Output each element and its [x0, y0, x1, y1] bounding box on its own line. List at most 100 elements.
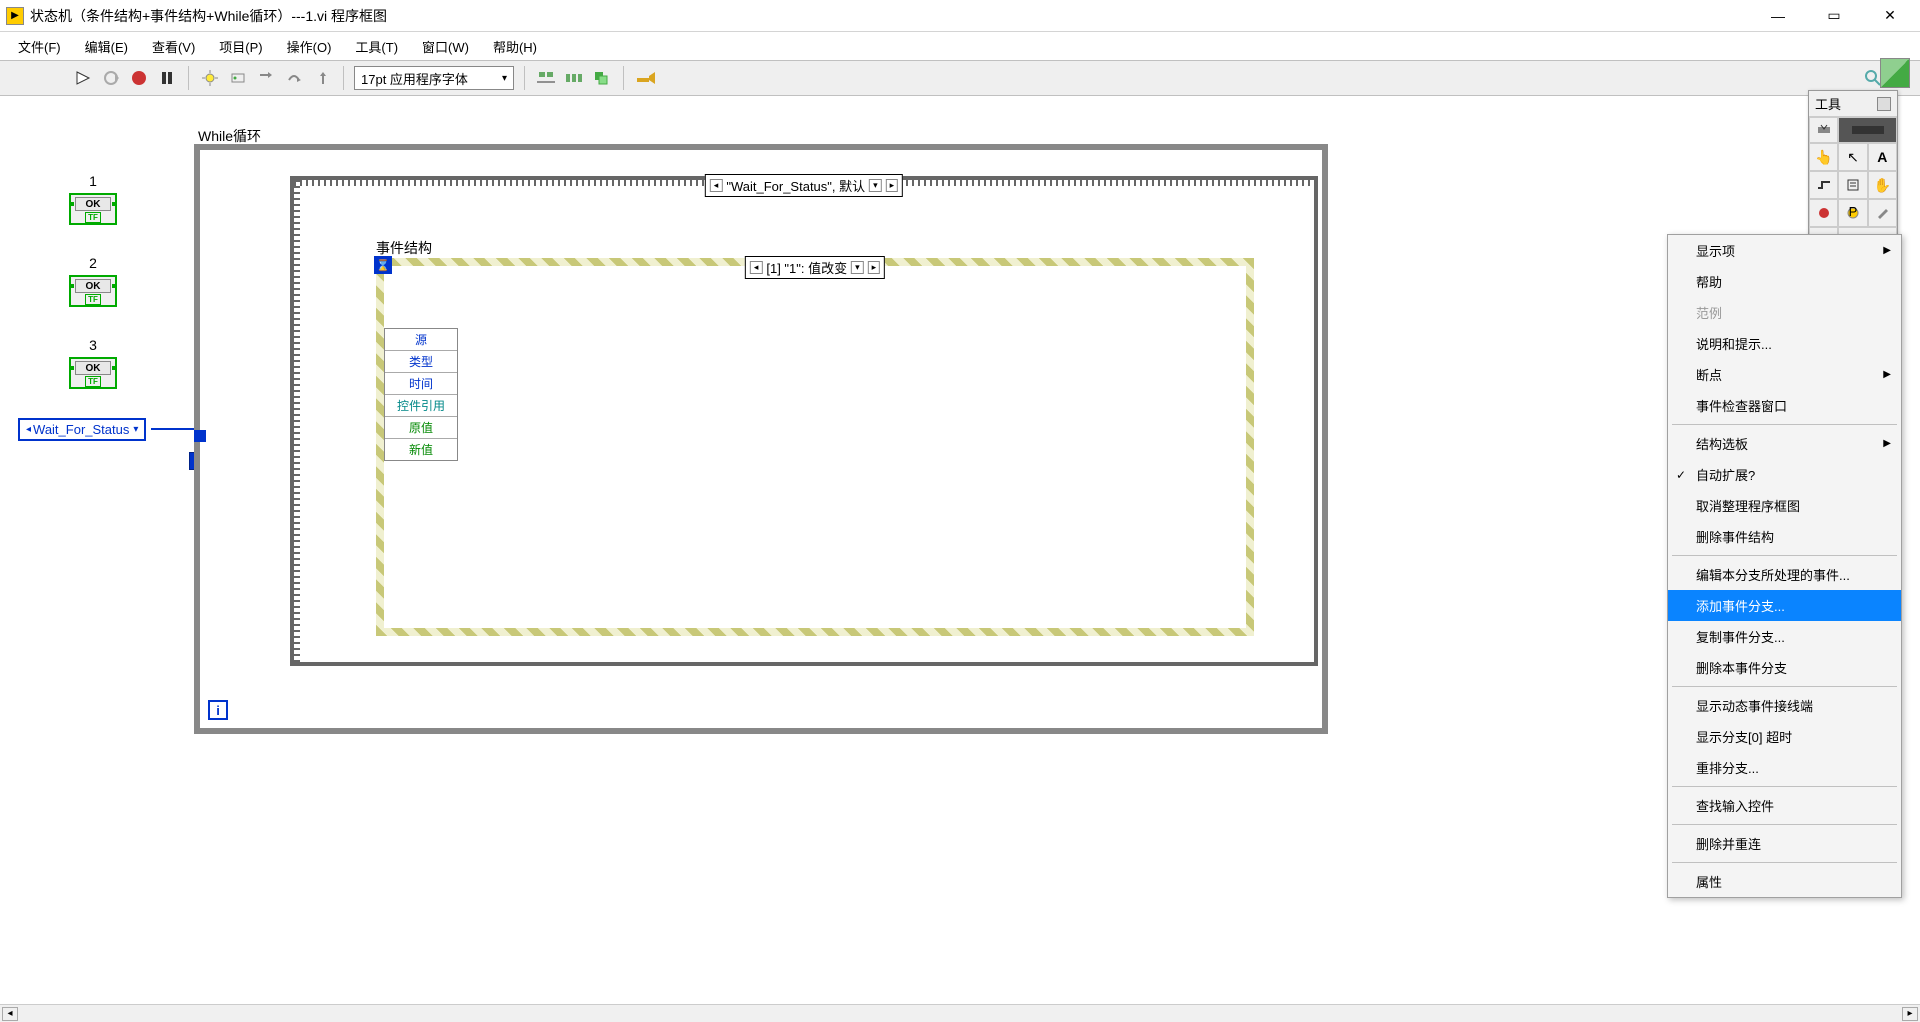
- event-data-row[interactable]: 时间: [385, 373, 457, 395]
- retain-wire-values-button[interactable]: [227, 67, 249, 89]
- scroll-right-arrow[interactable]: ▸: [1902, 1007, 1918, 1021]
- tf-indicator: TF: [85, 294, 101, 305]
- context-menu-item[interactable]: 编辑本分支所处理的事件...: [1668, 559, 1901, 590]
- block-diagram-canvas[interactable]: 1 OK TF 2 OK TF 3 OK TF Wait_For_Status …: [8, 98, 1912, 1002]
- titlebar: ▶ 状态机（条件结构+事件结构+While循环）---1.vi 程序框图 — ▭…: [0, 0, 1920, 32]
- context-menu[interactable]: 显示项▶帮助范例说明和提示...断点▶事件检查器窗口结构选板▶✓自动扩展?取消整…: [1667, 234, 1902, 898]
- context-menu-item[interactable]: 显示项▶: [1668, 235, 1901, 266]
- event-data-row[interactable]: 类型: [385, 351, 457, 373]
- probe-tool[interactable]: P: [1838, 199, 1867, 227]
- context-menu-item[interactable]: 显示动态事件接线端: [1668, 690, 1901, 721]
- menu-file[interactable]: 文件(F): [8, 33, 71, 60]
- event-data-row[interactable]: 新值: [385, 439, 457, 460]
- menu-operate[interactable]: 操作(O): [277, 33, 342, 60]
- context-menu-item[interactable]: 重排分支...: [1668, 752, 1901, 783]
- enum-constant-text: Wait_For_Status: [33, 422, 129, 437]
- scroll-left-arrow[interactable]: ◂: [2, 1007, 18, 1021]
- auto-tool-button[interactable]: [1809, 117, 1838, 143]
- menu-help[interactable]: 帮助(H): [483, 33, 547, 60]
- event-data-row[interactable]: 源: [385, 329, 457, 351]
- reorder-button[interactable]: [591, 67, 613, 89]
- context-menu-item[interactable]: 结构选板▶: [1668, 428, 1901, 459]
- distribute-button[interactable]: [563, 67, 585, 89]
- tools-palette[interactable]: 工具 👆 ↖ A ✋ P: [1808, 90, 1898, 256]
- menu-edit[interactable]: 编辑(E): [75, 33, 138, 60]
- context-menu-label: 结构选板: [1696, 434, 1748, 453]
- menu-window[interactable]: 窗口(W): [412, 33, 479, 60]
- iteration-terminal[interactable]: i: [208, 700, 228, 720]
- text-tool[interactable]: A: [1868, 143, 1897, 171]
- step-over-button[interactable]: [283, 67, 305, 89]
- context-menu-item[interactable]: 断点▶: [1668, 359, 1901, 390]
- event-data-row[interactable]: 原值: [385, 417, 457, 439]
- context-menu-item[interactable]: 帮助: [1668, 266, 1901, 297]
- context-menu-item[interactable]: ✓自动扩展?: [1668, 459, 1901, 490]
- run-button[interactable]: [72, 67, 94, 89]
- case-prev-arrow[interactable]: ◂: [710, 179, 723, 192]
- close-button[interactable]: ✕: [1874, 4, 1906, 28]
- context-menu-item[interactable]: 删除并重连: [1668, 828, 1901, 859]
- font-selector[interactable]: 17pt 应用程序字体: [354, 66, 514, 90]
- context-menu-label: 自动扩展?: [1696, 465, 1755, 484]
- position-tool[interactable]: ↖: [1838, 143, 1867, 171]
- context-menu-item[interactable]: 属性: [1668, 866, 1901, 897]
- menu-tools[interactable]: 工具(T): [345, 33, 408, 60]
- color-copy-tool[interactable]: [1868, 199, 1897, 227]
- context-menu-item[interactable]: 显示分支[0] 超时: [1668, 721, 1901, 752]
- event-timeout-terminal[interactable]: ⌛: [374, 256, 392, 274]
- event-next-arrow[interactable]: ▸: [868, 261, 881, 274]
- block-diagram-icon[interactable]: [1880, 58, 1910, 88]
- operate-tool[interactable]: 👆: [1809, 143, 1838, 171]
- cleanup-button[interactable]: [634, 67, 656, 89]
- case-selector[interactable]: ◂ "Wait_For_Status", 默认 ▾ ▸: [705, 174, 903, 197]
- align-button[interactable]: [535, 67, 557, 89]
- event-dropdown-arrow[interactable]: ▾: [851, 261, 864, 274]
- menu-project[interactable]: 项目(P): [209, 33, 272, 60]
- case-next-arrow[interactable]: ▸: [886, 179, 899, 192]
- context-menu-item[interactable]: 说明和提示...: [1668, 328, 1901, 359]
- context-menu-separator: [1672, 424, 1897, 425]
- breakpoint-tool[interactable]: [1809, 199, 1838, 227]
- context-menu-item[interactable]: 删除事件结构: [1668, 521, 1901, 552]
- horizontal-scrollbar[interactable]: ◂ ▸: [0, 1004, 1920, 1022]
- tunnel[interactable]: [194, 430, 206, 442]
- step-out-button[interactable]: [311, 67, 333, 89]
- enum-constant[interactable]: Wait_For_Status: [18, 418, 146, 441]
- control-number: 1: [63, 173, 123, 189]
- abort-button[interactable]: [128, 67, 150, 89]
- boolean-control[interactable]: 1 OK TF: [63, 173, 123, 225]
- event-selector[interactable]: ◂ [1] "1": 值改变 ▾ ▸: [745, 256, 885, 279]
- boolean-control[interactable]: 2 OK TF: [63, 255, 123, 307]
- while-loop[interactable]: i ◂ "Wait_For_Status", 默认 ▾ ▸ 事件结构 源类型时间…: [194, 144, 1328, 734]
- event-structure[interactable]: 源类型时间控件引用原值新值 ⌛ ◂ [1] "1": 值改变 ▾ ▸: [376, 258, 1254, 636]
- ok-button-label: OK: [75, 197, 111, 211]
- wire: [151, 428, 199, 430]
- ok-button-terminal[interactable]: OK TF: [69, 193, 117, 225]
- pin-icon[interactable]: [1877, 97, 1891, 111]
- step-into-button[interactable]: [255, 67, 277, 89]
- context-menu-item[interactable]: 查找输入控件: [1668, 790, 1901, 821]
- context-menu-item[interactable]: 复制事件分支...: [1668, 621, 1901, 652]
- highlight-execution-button[interactable]: [199, 67, 221, 89]
- run-continuous-button[interactable]: [100, 67, 122, 89]
- case-dropdown-arrow[interactable]: ▾: [869, 179, 882, 192]
- event-structure-border: 源类型时间控件引用原值新值: [376, 258, 1254, 636]
- tools-palette-title[interactable]: 工具: [1809, 91, 1897, 117]
- ok-button-terminal[interactable]: OK TF: [69, 275, 117, 307]
- boolean-control[interactable]: 3 OK TF: [63, 337, 123, 389]
- ok-button-terminal[interactable]: OK TF: [69, 357, 117, 389]
- wiring-tool[interactable]: [1809, 171, 1838, 199]
- maximize-button[interactable]: ▭: [1818, 4, 1850, 28]
- context-menu-item[interactable]: 添加事件分支...: [1668, 590, 1901, 621]
- scroll-tool[interactable]: ✋: [1868, 171, 1897, 199]
- pause-button[interactable]: [156, 67, 178, 89]
- context-menu-item[interactable]: 事件检查器窗口: [1668, 390, 1901, 421]
- minimize-button[interactable]: —: [1762, 4, 1794, 28]
- event-data-row[interactable]: 控件引用: [385, 395, 457, 417]
- event-prev-arrow[interactable]: ◂: [750, 261, 763, 274]
- event-data-node[interactable]: 源类型时间控件引用原值新值: [384, 328, 458, 461]
- context-menu-item[interactable]: 删除本事件分支: [1668, 652, 1901, 683]
- shortcut-menu-tool[interactable]: [1838, 171, 1867, 199]
- menu-view[interactable]: 查看(V): [142, 33, 205, 60]
- context-menu-item[interactable]: 取消整理程序框图: [1668, 490, 1901, 521]
